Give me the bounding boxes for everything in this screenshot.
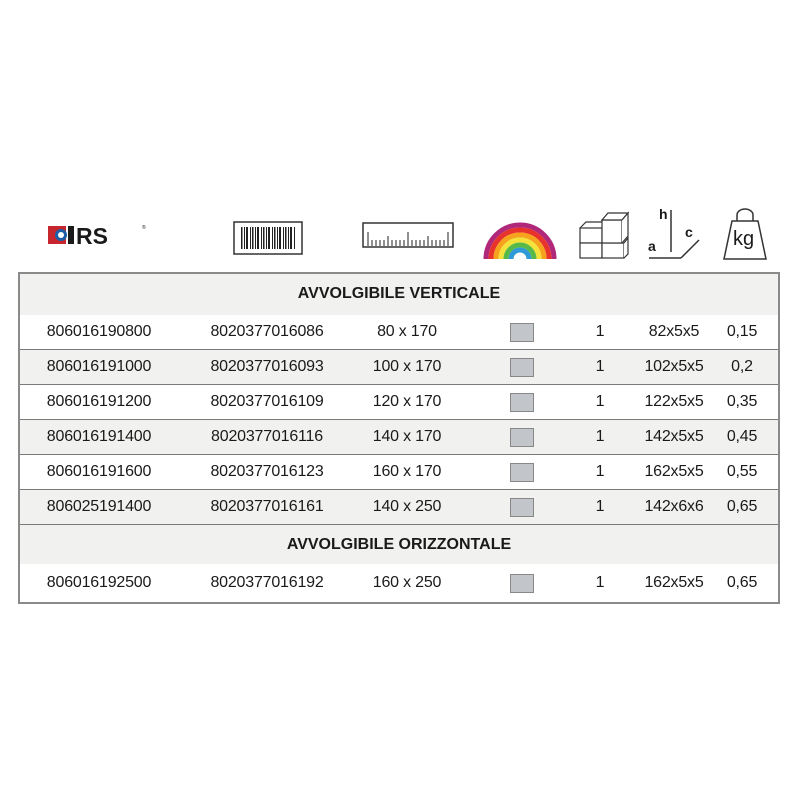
cell-qty: 1	[595, 358, 605, 375]
cell-weight: 0,2	[731, 358, 753, 375]
table-row: 806016191600 8020377016123 160 x 170 1 162x5…	[20, 454, 778, 489]
cell-dims: 142x5x5	[644, 428, 704, 445]
cell-dims: 122x5x5	[644, 393, 704, 410]
rainbow-color-icon	[482, 213, 558, 264]
product-table: AVVOLGIBILE VERTICALE 806016190800 802037…	[18, 272, 780, 604]
color-swatch	[510, 498, 534, 517]
irs-logo: RS ®	[46, 222, 150, 249]
dim-c-label: c	[685, 224, 693, 240]
cell-dims: 102x5x5	[644, 358, 704, 375]
weight-kg-icon: kg	[720, 207, 770, 261]
color-swatch	[510, 323, 534, 342]
table-row: 806016190800 8020377016086 80 x 170 1 82x5x5…	[20, 315, 778, 349]
table-row: 806016192500 8020377016192 160 x 250 1 162x5…	[20, 564, 778, 602]
svg-text:RS: RS	[76, 223, 108, 248]
cell-code: 806016191200	[46, 393, 152, 410]
dim-h-label: h	[659, 206, 668, 222]
cell-ean: 8020377016109	[210, 393, 324, 410]
cell-dims: 142x6x6	[644, 498, 704, 515]
table-row: 806016191400 8020377016116 140 x 170 1 142x5…	[20, 419, 778, 454]
dim-a-label: a	[648, 238, 656, 254]
section-header-vertical: AVVOLGIBILE VERTICALE	[20, 274, 778, 315]
barcode-icon	[233, 221, 303, 260]
cell-ean: 8020377016116	[211, 428, 323, 445]
cell-size: 140 x 250	[372, 498, 442, 515]
cell-weight: 0,65	[726, 574, 758, 591]
cell-ean: 8020377016123	[210, 463, 324, 480]
color-swatch	[510, 574, 534, 593]
cell-qty: 1	[595, 463, 605, 480]
cell-size: 80 x 170	[377, 323, 437, 340]
cell-code: 806016191400	[46, 428, 152, 445]
cell-size: 160 x 170	[372, 463, 442, 480]
cell-code: 806025191400	[46, 498, 152, 515]
section-header-horizontal: AVVOLGIBILE ORIZZONTALE	[20, 524, 778, 564]
ruler-icon	[362, 222, 454, 253]
cell-dims: 82x5x5	[648, 323, 700, 340]
color-swatch	[510, 463, 534, 482]
boxes-quantity-icon	[578, 210, 630, 265]
cell-qty: 1	[595, 428, 605, 445]
cell-code: 806016192500	[46, 574, 152, 591]
table-row: 806016191000 8020377016093 100 x 170 1 102x5…	[20, 349, 778, 384]
cell-code: 806016191000	[46, 358, 152, 375]
cell-ean: 8020377016093	[210, 358, 324, 375]
cell-qty: 1	[595, 498, 605, 515]
cell-ean: 8020377016086	[210, 323, 324, 340]
cell-ean: 8020377016161	[210, 498, 324, 515]
cell-size: 140 x 170	[372, 428, 442, 445]
weight-kg-label: kg	[733, 228, 755, 250]
cell-size: 120 x 170	[372, 393, 442, 410]
cell-code: 806016191600	[46, 463, 152, 480]
cell-code: 806016190800	[46, 323, 152, 340]
cell-qty: 1	[595, 574, 605, 591]
color-swatch	[510, 393, 534, 412]
table-row: 806016191200 8020377016109 120 x 170 1 122x5…	[20, 384, 778, 419]
cell-weight: 0,65	[726, 498, 758, 515]
cell-size: 100 x 170	[372, 358, 442, 375]
cell-weight: 0,45	[726, 428, 758, 445]
cell-dims: 162x5x5	[644, 463, 704, 480]
table-row: 806025191400 8020377016161 140 x 250 1 142x6…	[20, 489, 778, 524]
color-swatch	[510, 428, 534, 447]
cell-qty: 1	[595, 323, 605, 340]
cell-weight: 0,15	[726, 323, 758, 340]
color-swatch	[510, 358, 534, 377]
cell-weight: 0,55	[726, 463, 758, 480]
cell-size: 160 x 250	[372, 574, 442, 591]
cell-ean: 8020377016192	[210, 574, 324, 591]
dimensions-icon: h a c	[645, 206, 705, 262]
cell-weight: 0,35	[726, 393, 758, 410]
svg-text:®: ®	[142, 224, 146, 231]
cell-qty: 1	[595, 393, 605, 410]
section-title: AVVOLGIBILE VERTICALE	[297, 285, 501, 302]
section-title: AVVOLGIBILE ORIZZONTALE	[286, 536, 512, 553]
cell-dims: 162x5x5	[644, 574, 704, 591]
